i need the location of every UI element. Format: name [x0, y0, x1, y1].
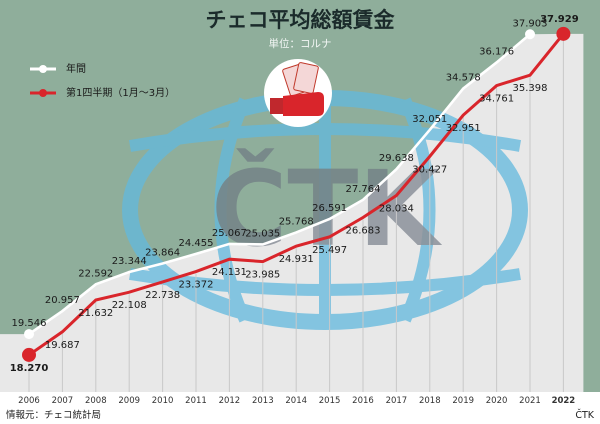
x-axis: 2006 2007 2008 2009 2010 2011 2012 2013 2014 2015… — [18, 35, 576, 406]
annual-label-2006: 19.546 — [12, 318, 47, 329]
money-hand-icon — [264, 59, 332, 127]
x-tick-label-2018: 2018 — [419, 396, 441, 406]
q1-label-2021: 35.398 — [513, 83, 548, 94]
x-tick-label-2014: 2014 — [285, 396, 307, 406]
legend-annual-label: 年間 — [66, 62, 86, 75]
x-tick-label-2011: 2011 — [185, 396, 207, 406]
annual-label-2015: 26.591 — [312, 203, 347, 214]
annual-label-2010: 23.864 — [145, 248, 180, 259]
x-tick-label-2015: 2015 — [319, 396, 341, 406]
q1-label-2016: 26.683 — [346, 226, 381, 237]
ctk-globe-watermark: ČTK — [122, 90, 528, 330]
x-tick-label-2010: 2010 — [152, 396, 174, 406]
legend-annual-marker — [39, 65, 47, 73]
q1-label-2008: 21.632 — [78, 308, 113, 319]
x-tick-label-2006: 2006 — [18, 396, 40, 406]
annual-label-2007: 20.957 — [45, 295, 80, 306]
q1-label-2012: 24.131 — [212, 267, 247, 278]
annual-label-2008: 22.592 — [78, 268, 113, 279]
chart-unit: 単位：コルナ — [269, 37, 332, 50]
annual-label-2009: 23.344 — [112, 256, 147, 267]
q1-label-2006: 18.270 — [10, 363, 49, 374]
chart-title: チェコ平均総額賃金 — [206, 8, 396, 32]
q1-point-2022 — [556, 26, 571, 41]
annual-label-2014: 25.768 — [279, 216, 314, 227]
annual-label-2018: 32.051 — [412, 114, 447, 125]
legend-q1-label: 第1四半期（1月～3月） — [66, 86, 175, 99]
q1-label-2019: 32.951 — [446, 123, 481, 134]
source-note: 情報元：チェコ統計局 — [6, 409, 101, 421]
sleeve — [270, 98, 284, 114]
x-tick-label-2007: 2007 — [52, 396, 74, 406]
q1-point-2006 — [22, 347, 36, 362]
hand — [283, 92, 324, 116]
x-tick-label-2008: 2008 — [85, 396, 107, 406]
x-tick-label-2022: 2022 — [552, 396, 576, 406]
q1-label-2009: 22.108 — [112, 300, 147, 311]
annual-label-2011: 24.455 — [179, 238, 214, 249]
q1-label-2011: 23.372 — [179, 280, 214, 291]
legend-q1-marker — [39, 89, 47, 97]
annual-label-2013: 25.035 — [245, 228, 280, 239]
x-tick-label-2009: 2009 — [118, 396, 140, 406]
q1-label-2020: 34.761 — [479, 94, 514, 105]
series-markers — [22, 26, 571, 362]
q1-label-2014: 24.931 — [279, 254, 314, 265]
q1-series-line — [28, 32, 565, 357]
x-tick-label-2016: 2016 — [352, 396, 374, 406]
annual-label-2012: 25.067 — [212, 228, 247, 239]
x-tick-label-2021: 2021 — [519, 396, 541, 406]
q1-label-2007: 19.687 — [45, 340, 80, 351]
legend: 年間 第1四半期（1月～3月） — [30, 62, 175, 99]
data-labels: 19.54620.95722.59223.34423.86424.45525.0… — [10, 14, 579, 374]
globe-meridian-left — [214, 97, 251, 323]
x-tick-label-2012: 2012 — [219, 396, 241, 406]
watermark-letters: ČTK — [211, 148, 442, 270]
x-tick-label-2020: 2020 — [486, 396, 508, 406]
credit-note: ČTK — [575, 409, 594, 421]
q1-label-2018: 30.427 — [412, 164, 447, 175]
annual-label-2020: 36.176 — [479, 46, 514, 57]
q1-label-2013: 23.985 — [245, 270, 280, 281]
annual-label-2019: 34.578 — [446, 73, 481, 84]
annual-label-2016: 27.764 — [346, 184, 381, 195]
annual-label-2017: 29.638 — [379, 153, 414, 164]
q1-label-2015: 25.497 — [312, 245, 347, 256]
q1-label-2017: 28.034 — [379, 203, 414, 214]
x-tick-label-2013: 2013 — [252, 396, 274, 406]
q1-label-2022: 37.929 — [540, 14, 579, 25]
banknote-2 — [293, 62, 319, 94]
annual-point-2006 — [24, 329, 34, 340]
x-tick-label-2017: 2017 — [386, 396, 408, 406]
annual-series-line — [28, 33, 531, 336]
annual-label-2021: 37.903 — [513, 18, 548, 29]
annual-point-2021 — [525, 29, 535, 40]
x-tick-label-2019: 2019 — [452, 396, 474, 406]
q1-label-2010: 22.738 — [145, 290, 180, 301]
